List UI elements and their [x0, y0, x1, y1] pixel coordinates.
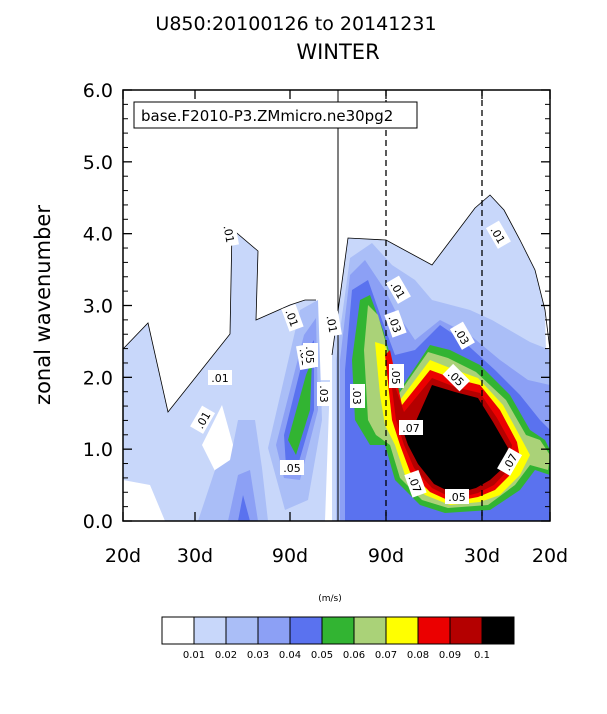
contour-label-text: .05 [303, 346, 316, 364]
contour-line-right [331, 194, 551, 356]
contour-line-left [122, 228, 316, 413]
x-tick-label: 90d [272, 545, 308, 567]
contour-label-bg [404, 469, 427, 498]
contour-label-text: .01 [324, 314, 340, 333]
contour-label-text: .07 [402, 422, 420, 435]
colorbar-swatch [481, 616, 515, 645]
colorbar-swatch [353, 616, 387, 645]
contour-label: .07 [404, 469, 427, 498]
colorbar-swatch [257, 616, 291, 645]
contour-label: .01 [323, 310, 342, 338]
contour-label-text: .01 [211, 372, 229, 385]
y-tick-label: 1.0 [83, 439, 113, 461]
colorbar-swatch [289, 616, 323, 645]
contour-label-text: .03 [385, 314, 403, 335]
colorbar-label: 0.03 [247, 650, 269, 661]
contour-band-left-4 [238, 495, 250, 521]
contour-label-bg [208, 370, 232, 385]
contour-label-bg [317, 382, 332, 406]
contour-label-bg [350, 384, 365, 408]
contour-label: .05 [280, 460, 304, 475]
contour-label: .07 [399, 420, 423, 435]
contour-label-bg [281, 303, 304, 332]
contour-label: .03 [384, 309, 407, 338]
contour-label-bg [303, 343, 318, 367]
contour-label-text: .05 [448, 491, 466, 504]
colorbar-label: 0.04 [279, 650, 301, 661]
y-axis: 0.0 1.0 2.0 3.0 4.0 5.0 6.0 [83, 80, 550, 533]
contour-label-bg [445, 489, 469, 504]
x-axis: 20d 30d 90d 90d 30d 20d [105, 90, 568, 567]
contour-fills [123, 195, 550, 521]
colorbar-swatch [321, 616, 355, 645]
contour-label-text: .05 [389, 367, 402, 385]
y-axis-label: zonal wavenumber [31, 205, 55, 405]
contour-label-bg [399, 420, 423, 435]
y-tick-label: 4.0 [83, 224, 113, 246]
colorbar-swatch [385, 616, 419, 645]
contour-label-bg [384, 309, 407, 338]
contour-label: .01 [281, 303, 304, 332]
y-tick-label: 5.0 [83, 152, 113, 174]
contour-label-text: .03 [350, 387, 363, 405]
colorbar-swatch [417, 616, 451, 645]
y-tick-label: 2.0 [83, 367, 113, 389]
colorbar-swatch [161, 616, 195, 645]
colorbar-label: 0.05 [311, 650, 333, 661]
contour-label: .03 [317, 382, 332, 406]
contour-label-text: .07 [405, 474, 423, 495]
contour-labels: .01.01.01.01.01.01.01.01.03.05.05.03.03.… [190, 220, 523, 504]
x-tick-label: 30d [464, 545, 500, 567]
colorbar-label: 0.08 [407, 650, 429, 661]
colorbar-label: 0.09 [439, 650, 461, 661]
colorbar-swatch [449, 616, 483, 645]
colorbar: 0.01 0.02 0.03 0.04 0.05 0.06 0.07 0.08 0.09 0.1 [161, 616, 515, 661]
x-tick-label: 30d [177, 545, 213, 567]
contour-label: .05 [445, 489, 469, 504]
contour-label-text: .05 [283, 462, 301, 475]
contour-label: .05 [303, 343, 318, 367]
colorbar-swatch [193, 616, 227, 645]
contour-label-bg [389, 364, 404, 388]
contour-label-text: .01 [282, 308, 300, 329]
y-tick-label: 0.0 [83, 511, 113, 533]
contour-label-text: .01 [221, 224, 237, 243]
colorbar-swatch [225, 616, 259, 645]
chart-title-line1: U850:20100126 to 20141231 [155, 13, 436, 35]
x-tick-label: 20d [532, 545, 568, 567]
y-tick-label: 6.0 [83, 80, 113, 102]
legend-label: base.F2010-P3.ZMmicro.ne30pg2 [141, 107, 393, 125]
contour-label: .01 [220, 220, 239, 248]
x-tick-label: 20d [105, 545, 141, 567]
colorbar-label: 0.01 [183, 650, 205, 661]
contour-label-bg [442, 363, 471, 392]
contour-hole-left-1 [123, 480, 165, 521]
contour-label: .05 [389, 364, 404, 388]
colorbar-label: 0.07 [375, 650, 397, 661]
colorbar-label: 0.02 [215, 650, 237, 661]
contour-label-bg [220, 220, 239, 248]
contour-label-bg [485, 220, 511, 249]
colorbar-label: 0.1 [474, 650, 490, 661]
contour-label-bg [280, 460, 304, 475]
legend-box [133, 101, 418, 129]
contour-label-bg [323, 310, 342, 338]
colorbar-label: 0.06 [343, 650, 365, 661]
contour-label-text: .03 [317, 385, 330, 403]
chart-title-line2: WINTER [296, 40, 379, 64]
contour-label-bg [497, 447, 523, 476]
contour-label-bg [190, 405, 216, 434]
y-tick-label: 3.0 [83, 296, 113, 318]
units-label: (m/s) [318, 594, 342, 604]
x-tick-label: 90d [368, 545, 404, 567]
contour-label-bg [449, 321, 475, 350]
contour-label: .01 [208, 370, 232, 385]
contour-band-left-5 [288, 360, 312, 455]
contour-lines [122, 194, 551, 413]
contour-label-bg [385, 275, 411, 304]
contour-label: .03 [350, 384, 365, 408]
